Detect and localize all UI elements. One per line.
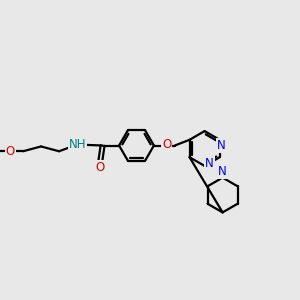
Text: N: N — [217, 139, 226, 152]
Text: O: O — [96, 161, 105, 174]
Text: O: O — [6, 145, 15, 158]
Text: N: N — [218, 165, 227, 178]
Text: O: O — [162, 137, 171, 151]
Text: N: N — [205, 157, 214, 170]
Text: NH: NH — [69, 138, 86, 151]
